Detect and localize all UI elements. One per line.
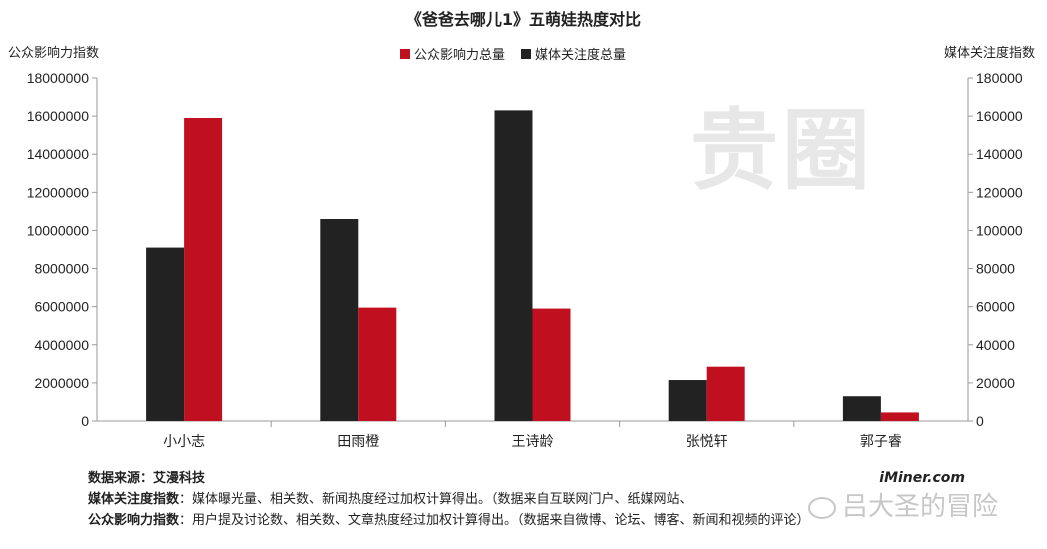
x-tick-label: 小小志 bbox=[163, 434, 205, 450]
right-tick-label: 140000 bbox=[976, 146, 1023, 162]
left-tick-label: 0 bbox=[81, 413, 89, 429]
x-tick-label: 张悦轩 bbox=[686, 434, 728, 450]
legend-swatch-attention bbox=[521, 48, 532, 59]
footer-influence-note: 公众影响力指数：用户提及讨论数、相关数、文章热度经过加权计算得出。（数据来自微博… bbox=[88, 513, 810, 528]
bar-attention-1 bbox=[320, 219, 359, 421]
right-tick-label: 100000 bbox=[976, 222, 1023, 238]
left-tick-label: 14000000 bbox=[27, 146, 90, 162]
x-tick-label: 田雨橙 bbox=[337, 434, 379, 450]
footer-source: 数据来源：艾漫科技 bbox=[88, 471, 206, 486]
bar-chart: 0 2000000 4000000 6000000 8000000 10000000 120… bbox=[27, 70, 1023, 450]
left-tick-label: 10000000 bbox=[27, 222, 90, 238]
right-tick-label: 120000 bbox=[976, 184, 1023, 200]
legend-item-influence: 公众影响力总量 bbox=[400, 44, 505, 63]
x-tick-label: 郭子睿 bbox=[860, 433, 902, 450]
bar-influence-0 bbox=[184, 118, 223, 422]
footer-attention-note: 媒体关注度指数：媒体曝光量、相关数、新闻热度经过加权计算得出。（数据来自互联网门… bbox=[88, 492, 693, 507]
right-axis-title: 媒体关注度指数 bbox=[943, 46, 1035, 61]
watermark-logo: 贵圈 bbox=[690, 99, 875, 202]
brand-text: iMiner.com bbox=[879, 470, 965, 486]
legend-swatch-influence bbox=[400, 48, 410, 59]
right-tick-label: 80000 bbox=[976, 261, 1015, 277]
footer-notes: 数据来源：艾漫科技 媒体关注度指数：媒体曝光量、相关数、新闻热度经过加权计算得出… bbox=[88, 468, 968, 531]
bar-attention-4 bbox=[842, 396, 881, 421]
left-axis-title: 公众影响力指数 bbox=[8, 46, 100, 61]
right-tick-label: 180000 bbox=[976, 70, 1023, 86]
legend-label-influence: 公众影响力总量 bbox=[414, 48, 506, 63]
left-tick-label: 16000000 bbox=[27, 108, 90, 124]
bar-influence-3 bbox=[706, 366, 745, 421]
wechat-icon bbox=[808, 496, 836, 519]
left-tick-label: 2000000 bbox=[34, 375, 89, 391]
bar-attention-3 bbox=[668, 380, 707, 421]
right-tick-label: 60000 bbox=[976, 299, 1015, 315]
left-tick-label: 18000000 bbox=[27, 70, 90, 86]
left-tick-label: 4000000 bbox=[34, 337, 89, 353]
legend: 公众影响力总量 媒体关注度总量 bbox=[400, 44, 626, 63]
bar-influence-4 bbox=[880, 412, 919, 421]
bar-influence-2 bbox=[532, 308, 571, 421]
left-tick-label: 8000000 bbox=[34, 261, 89, 277]
right-tick-label: 20000 bbox=[976, 375, 1015, 391]
wechat-watermark: 吕大圣的冒险 bbox=[808, 486, 998, 523]
right-tick-label: 40000 bbox=[976, 337, 1015, 353]
left-tick-label: 12000000 bbox=[27, 184, 90, 200]
chart-title: 《爸爸去哪儿1》五萌娃热度对比 bbox=[405, 10, 642, 29]
left-tick-label: 6000000 bbox=[34, 299, 89, 315]
right-tick-label: 160000 bbox=[976, 108, 1023, 124]
bar-influence-1 bbox=[358, 307, 397, 421]
bar-attention-2 bbox=[494, 110, 533, 422]
right-tick-label: 0 bbox=[976, 413, 984, 429]
bar-attention-0 bbox=[146, 247, 185, 421]
legend-label-attention: 媒体关注度总量 bbox=[535, 48, 627, 63]
legend-item-attention: 媒体关注度总量 bbox=[521, 44, 626, 63]
x-tick-label: 王诗龄 bbox=[512, 434, 554, 450]
